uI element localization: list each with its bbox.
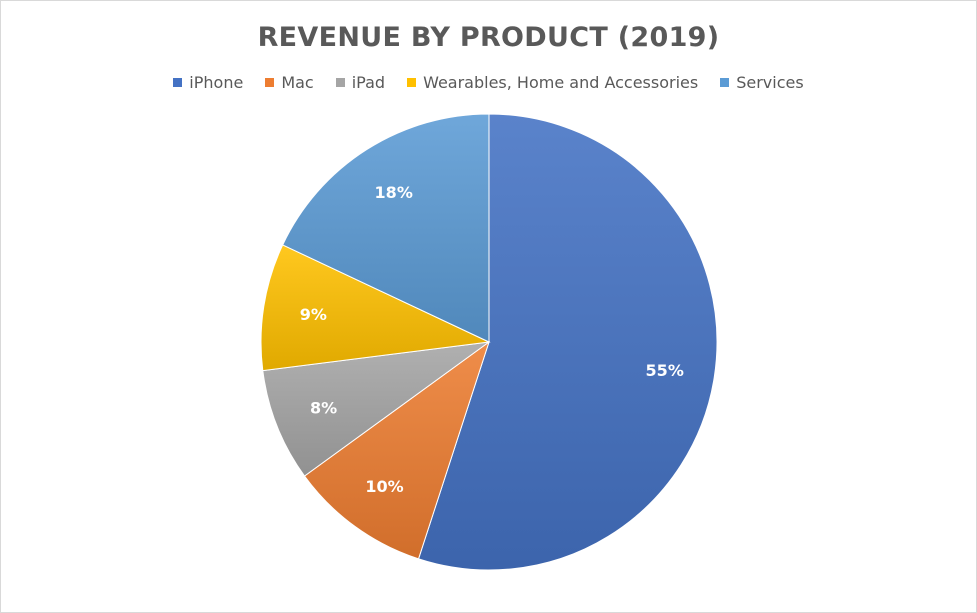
legend-item-0: iPhone xyxy=(173,73,243,92)
legend-item-4: Services xyxy=(720,73,804,92)
legend-label: Mac xyxy=(281,73,314,92)
legend-label: iPhone xyxy=(189,73,244,92)
legend-swatch xyxy=(173,78,183,87)
slice-data-label: 18% xyxy=(375,183,413,202)
legend-swatch xyxy=(407,78,417,87)
legend-label: Wearables, Home and Accessories xyxy=(423,73,699,92)
slice-data-label: 9% xyxy=(300,305,327,324)
slice-data-label: 8% xyxy=(310,399,337,418)
legend-swatch xyxy=(265,78,275,87)
legend-label: Services xyxy=(736,73,804,92)
chart-legend: iPhone Mac iPad Wearables, Home and Accesso… xyxy=(0,73,977,92)
pie-slice-2 xyxy=(262,341,490,477)
legend-item-1: Mac xyxy=(265,73,314,92)
slice-data-label: 10% xyxy=(365,477,403,496)
slice-data-label: 55% xyxy=(646,361,684,380)
legend-swatch xyxy=(720,78,730,87)
pie-slice-1 xyxy=(303,340,490,560)
legend-swatch xyxy=(335,78,345,87)
pie-slice-3 xyxy=(260,244,491,372)
chart-title: REVENUE BY PRODUCT (2019) xyxy=(257,22,720,53)
legend-label: iPad xyxy=(351,73,386,92)
pie-slice-0 xyxy=(417,113,718,571)
legend-item-2: iPad xyxy=(335,73,386,92)
pie-slice-4 xyxy=(282,113,490,343)
legend-item-3: Wearables, Home and Accessories xyxy=(407,73,698,92)
